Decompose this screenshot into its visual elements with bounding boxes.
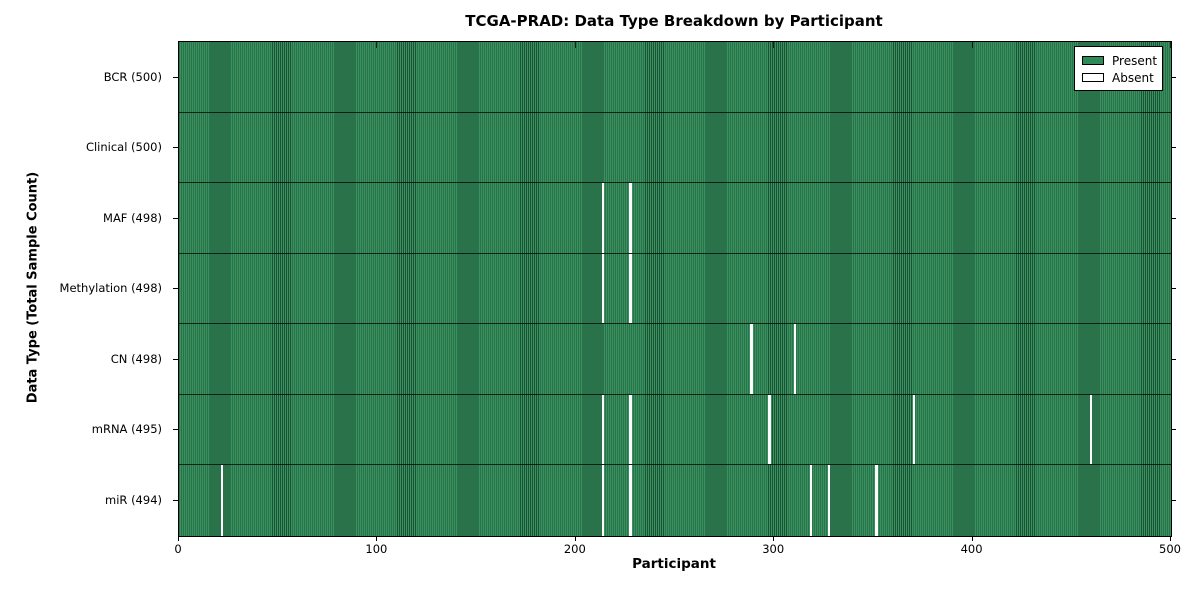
absent-marker [629, 395, 632, 464]
absent-marker [629, 254, 632, 323]
y-tick-mark-left [173, 218, 178, 219]
absent-marker [827, 465, 831, 536]
heatmap-row-Clinical [179, 113, 1171, 183]
absent-marker [629, 465, 632, 536]
y-tick-mark-left [173, 500, 178, 501]
absent-marker [809, 465, 813, 536]
legend-label-absent: Absent [1112, 70, 1154, 85]
present-swatch-icon [1082, 56, 1104, 65]
x-tick-mark [972, 536, 973, 541]
absent-marker [601, 254, 604, 323]
y-tick-label-miR: miR (494) [105, 492, 162, 507]
absent-swatch-icon [1082, 73, 1104, 82]
legend: Present Absent [1074, 46, 1163, 91]
y-tick-mark-right [1171, 429, 1176, 430]
y-tick-mark-right [1171, 147, 1176, 148]
chart-title: TCGA-PRAD: Data Type Breakdown by Partic… [465, 12, 883, 30]
y-tick-mark-right [1171, 218, 1176, 219]
x-tick-mark-inner [773, 42, 774, 48]
heatmap-row-CN [179, 324, 1171, 395]
y-tick-label-MAF: MAF (498) [103, 210, 162, 225]
y-tick-mark-right [1171, 77, 1176, 78]
legend-item-absent: Absent [1082, 69, 1155, 86]
x-tick-mark [1170, 536, 1171, 541]
x-tick-mark [575, 536, 576, 541]
x-tick-label-500: 500 [1159, 542, 1181, 556]
x-tick-mark-inner [178, 42, 179, 48]
x-tick-mark-inner [376, 42, 377, 48]
x-tick-label-300: 300 [762, 542, 785, 556]
heatmap-row-mRNA [179, 395, 1171, 465]
x-tick-mark-inner [972, 42, 973, 48]
absent-marker [601, 183, 604, 253]
y-tick-mark-left [173, 77, 178, 78]
x-tick-label-400: 400 [960, 542, 983, 556]
y-tick-label-CN: CN (498) [110, 351, 162, 366]
absent-marker [750, 324, 753, 394]
y-tick-mark-left [173, 288, 178, 289]
y-tick-mark-right [1171, 359, 1176, 360]
absent-marker [220, 465, 224, 536]
y-tick-label-mRNA: mRNA (495) [91, 422, 162, 436]
absent-marker [913, 395, 916, 464]
y-tick-label-BCR: BCR (500) [103, 69, 162, 84]
plot-area [178, 41, 1172, 537]
absent-marker [1089, 395, 1093, 464]
x-tick-mark [178, 536, 179, 541]
absent-marker [629, 183, 632, 253]
y-tick-mark-right [1171, 500, 1176, 501]
y-tick-mark-right [1171, 288, 1176, 289]
x-tick-mark [773, 536, 774, 541]
absent-marker [768, 395, 771, 464]
y-tick-mark-left [173, 359, 178, 360]
y-tick-label-Methylation: Methylation (498) [59, 281, 162, 295]
legend-item-present: Present [1082, 52, 1158, 69]
y-tick-label-Clinical: Clinical (500) [85, 140, 162, 154]
x-tick-mark [376, 536, 377, 541]
heatmap-row-BCR [179, 42, 1171, 113]
legend-label-present: Present [1112, 53, 1158, 68]
y-tick-mark-left [173, 147, 178, 148]
y-tick-mark-left [173, 429, 178, 430]
absent-marker [601, 465, 604, 536]
heatmap-row-miR [179, 465, 1171, 536]
heatmap-row-Methylation [179, 254, 1171, 324]
absent-marker [875, 465, 878, 536]
x-tick-mark-inner [575, 42, 576, 48]
x-axis-label: Participant [632, 556, 716, 572]
heatmap-row-MAF [179, 183, 1171, 254]
x-tick-mark-inner [1170, 42, 1171, 48]
x-tick-label-100: 100 [365, 542, 388, 556]
absent-marker [794, 324, 797, 394]
x-tick-label-0: 0 [174, 542, 182, 556]
absent-marker [601, 395, 604, 464]
x-tick-label-200: 200 [563, 542, 586, 556]
